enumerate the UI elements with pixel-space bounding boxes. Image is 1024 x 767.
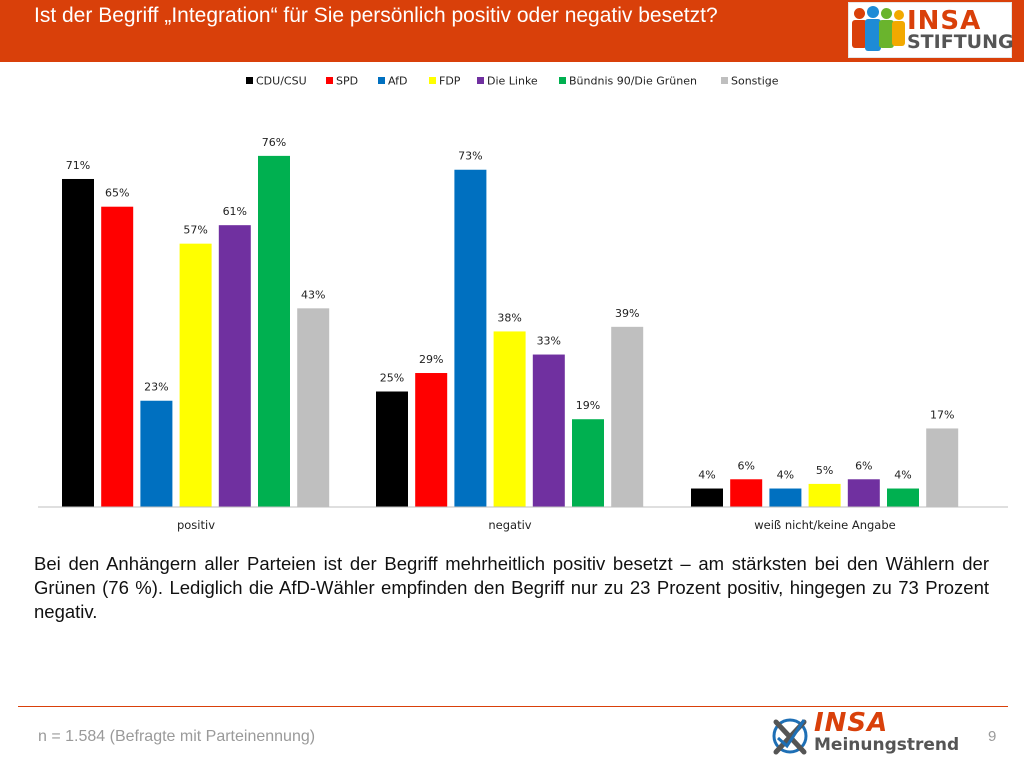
value-label-spd-negativ: 29% [419,353,443,366]
logo-word-insa: INSA [907,6,982,36]
legend-label-cdu-csu: CDU/CSU [256,75,307,88]
bar-sonstige-negativ [611,326,644,507]
logo-word-insa: INSA [814,708,889,738]
bar-cdu-csu-weiss-nicht-keine-angabe [691,488,723,507]
category-labels-layer: positiv negativ weiß nicht/keine Angabe [177,518,896,532]
value-label-fdp-weiss-nicht-keine-angabe: 5% [816,464,833,477]
value-label-fdp-negativ: 38% [497,311,521,324]
header-bar: Ist der Begriff „Integration“ für Sie pe… [0,0,1024,62]
bar-afd-negativ [454,169,487,507]
bar-spd-weiss-nicht-keine-angabe [730,479,763,507]
chart-legend: CDU/CSU SPD AfD FDP Die Linke Bündnis 90/Die … [246,75,779,88]
category-label-negativ: negativ [488,518,531,532]
sample-size-note: n = 1.584 (Befragte mit Parteinennung) [38,728,316,745]
bar-buendnis-90-die-gruenen-weiss-nicht-keine-angabe [887,488,919,507]
bar-spd-negativ [415,373,448,507]
value-label-sonstige-weiss-nicht-keine-angabe: 17% [930,408,954,421]
bar-sonstige-positiv [297,308,330,507]
value-label-buendnis-90-die-gruenen-positiv: 76% [262,136,286,149]
legend-label-die-linke: Die Linke [487,75,538,88]
legend-swatch-spd [326,77,333,84]
footer-divider [18,706,1008,707]
value-label-buendnis-90-die-gruenen-negativ: 19% [576,399,600,412]
value-labels-layer: 71% 65% 23% 57% 61% 76% 43% 25% 29% 73% 38% 33% 19% 3… [66,136,955,482]
checkmark-cross-icon [772,718,808,755]
bar-die-linke-weiss-nicht-keine-angabe [847,479,880,507]
value-label-sonstige-negativ: 39% [615,307,639,320]
bar-fdp-weiss-nicht-keine-angabe [808,483,841,507]
value-label-buendnis-90-die-gruenen-weiss-nicht-keine-angabe: 4% [894,469,911,482]
legend-swatch-cdu-csu [246,77,253,84]
value-label-spd-weiss-nicht-keine-angabe: 6% [737,459,754,472]
value-label-die-linke-weiss-nicht-keine-angabe: 6% [855,459,872,472]
bars-layer [62,155,959,507]
legend-swatch-buendnis-90-die-gruenen [559,77,566,84]
bar-die-linke-positiv [218,225,251,507]
grouped-bar-chart: CDU/CSU SPD AfD FDP Die Linke Bündnis 90/Die … [38,75,1008,532]
legend-swatch-die-linke [477,77,484,84]
insa-meinungstrend-logo: INSA Meinungstrend [770,708,970,760]
logo-word-stiftung: STIFTUNG [907,31,1014,53]
value-label-cdu-csu-negativ: 25% [380,372,404,385]
value-label-afd-negativ: 73% [458,150,482,163]
summary-text: Bei den Anhängern aller Parteien ist der… [34,553,989,622]
page-number: 9 [988,728,997,745]
logo-word-meinungstrend: Meinungstrend [814,735,960,755]
value-label-spd-positiv: 65% [105,187,129,200]
legend-label-buendnis-90-die-gruenen: Bündnis 90/Die Grünen [569,75,697,88]
legend-swatch-fdp [429,77,436,84]
bar-buendnis-90-die-gruenen-negativ [572,419,604,507]
legend-label-sonstige: Sonstige [731,75,779,88]
bar-buendnis-90-die-gruenen-positiv [258,155,290,507]
bar-fdp-positiv [179,243,212,507]
legend-label-fdp: FDP [439,75,461,88]
legend-swatch-afd [378,77,385,84]
insa-stiftung-logo: INSA STIFTUNG [848,2,1014,58]
legend-swatch-sonstige [721,77,728,84]
bar-cdu-csu-negativ [376,391,408,507]
bar-spd-positiv [101,206,134,507]
bar-die-linke-negativ [532,354,565,507]
category-label-weiss-nicht-keine-angabe: weiß nicht/keine Angabe [754,518,895,532]
bar-sonstige-weiss-nicht-keine-angabe [926,428,959,507]
legend-label-spd: SPD [336,75,358,88]
slide-title: Ist der Begriff „Integration“ für Sie pe… [34,4,718,27]
value-label-afd-positiv: 23% [144,381,168,394]
category-label-positiv: positiv [177,518,215,532]
value-label-die-linke-negativ: 33% [537,335,561,348]
value-label-sonstige-positiv: 43% [301,288,325,301]
value-label-cdu-csu-positiv: 71% [66,159,90,172]
legend-label-afd: AfD [388,75,407,88]
value-label-die-linke-positiv: 61% [223,205,247,218]
value-label-cdu-csu-weiss-nicht-keine-angabe: 4% [698,469,715,482]
bar-fdp-negativ [493,331,526,507]
bar-cdu-csu-positiv [62,178,94,507]
value-label-afd-weiss-nicht-keine-angabe: 4% [777,469,794,482]
value-label-fdp-positiv: 57% [183,224,207,237]
bar-afd-positiv [140,400,173,507]
bar-afd-weiss-nicht-keine-angabe [769,488,802,507]
